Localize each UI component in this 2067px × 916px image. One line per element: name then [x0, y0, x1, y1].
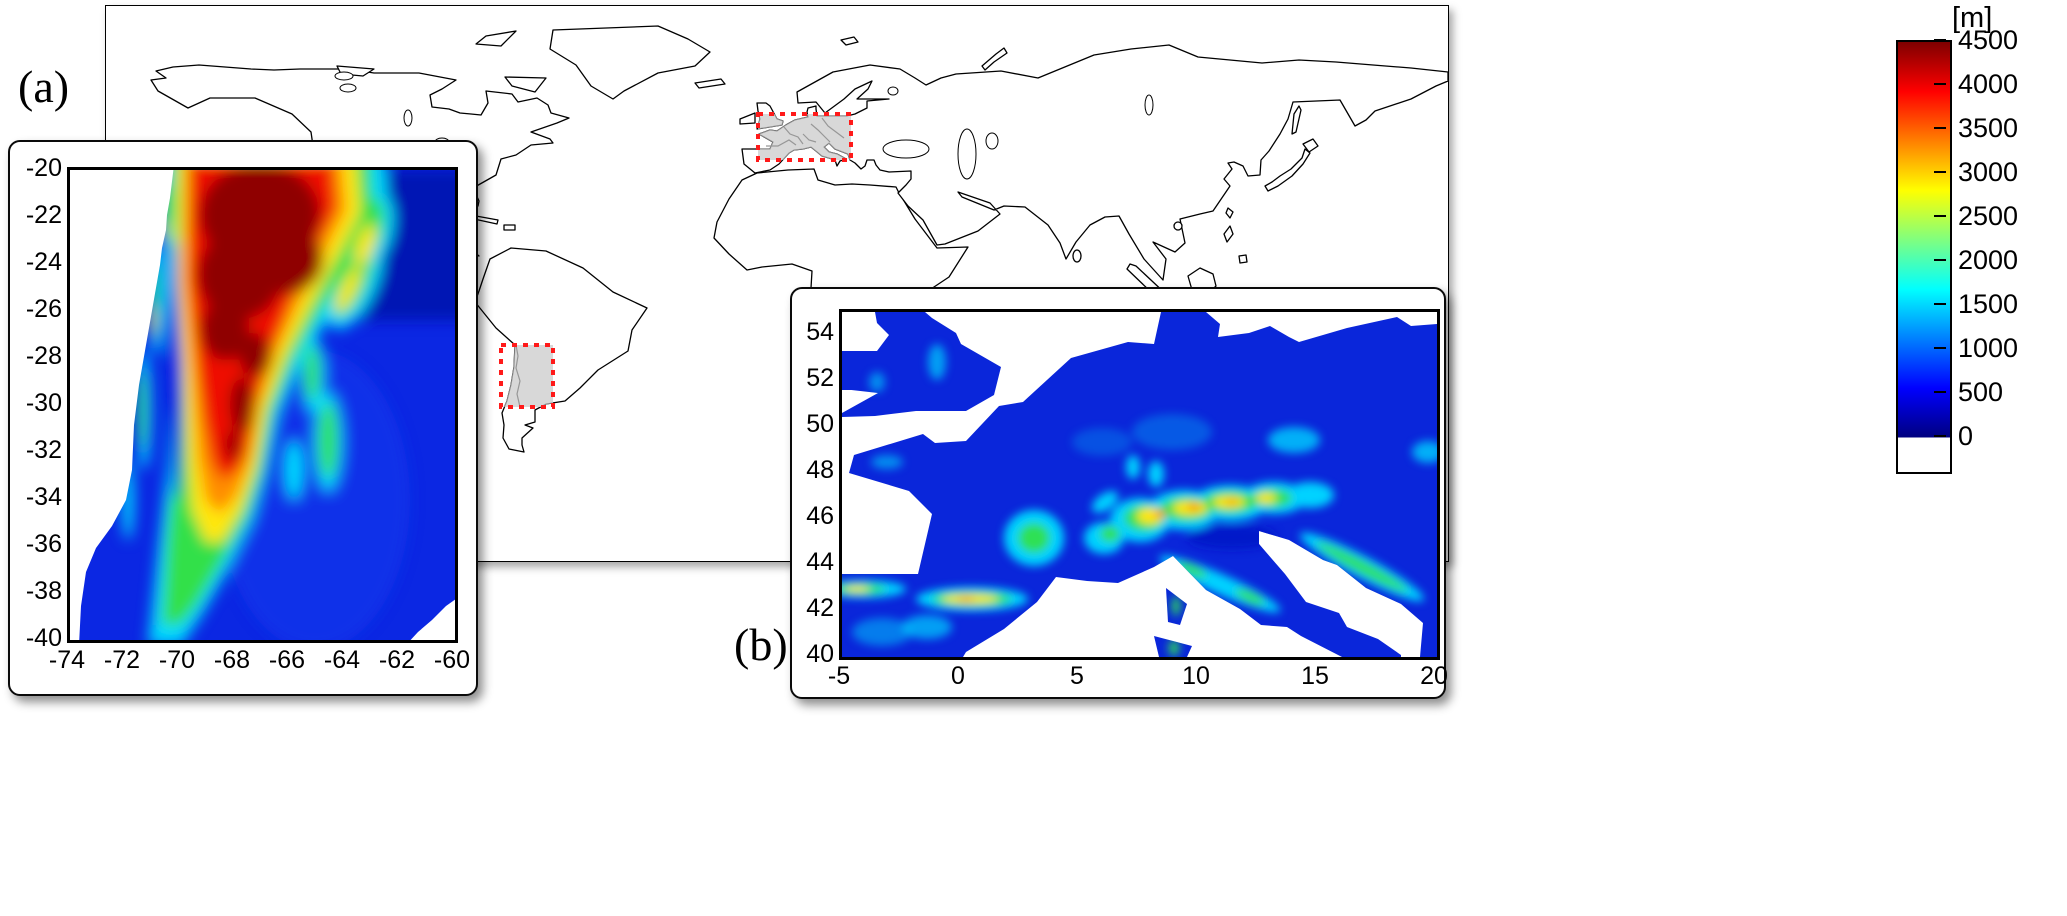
panel-b-x-tick: -5	[827, 662, 851, 690]
aral-sea	[985, 132, 999, 150]
ellesmere-island	[475, 30, 517, 47]
panel-b-map	[839, 309, 1440, 660]
lake-baikal	[1144, 94, 1154, 116]
panel-b-x-tick: 0	[951, 662, 965, 690]
panel-b-y-tick: 50	[806, 410, 834, 438]
colorbar-tick	[1934, 83, 1946, 85]
colorbar-tick	[1934, 259, 1946, 261]
colorbar-tick	[1934, 215, 1946, 217]
panel-a-x-tick: -62	[378, 646, 416, 674]
colorbar-tick	[1934, 303, 1946, 305]
panel-a-y-tick: -24	[25, 248, 62, 276]
panel-a-y-tick: -28	[25, 342, 62, 370]
panel-a-map	[67, 167, 458, 643]
andes-elevation-shading	[122, 170, 455, 640]
philippines-mindanao	[1238, 254, 1248, 264]
study-region-box-south-america	[499, 343, 555, 409]
ireland	[739, 112, 756, 125]
panel-b-x-tick: 10	[1182, 662, 1210, 690]
panel-a-x-tick: -64	[323, 646, 361, 674]
colorbar-tick	[1934, 127, 1946, 129]
colorbar-unit-label: [m]	[1952, 2, 1993, 34]
japan-hokkaido	[1302, 138, 1319, 153]
novaya-zemlya	[981, 47, 1008, 71]
greenland	[549, 25, 711, 100]
panel-a-y-tick: -20	[25, 154, 62, 182]
panel-a-y-tick: -26	[25, 295, 62, 323]
panel-a-x-tick: -60	[433, 646, 471, 674]
panel-b-y-tick: 48	[806, 456, 834, 484]
japan-honshu	[1264, 148, 1311, 192]
south-america-study-region-shading	[501, 345, 553, 407]
pacific-ocean	[70, 170, 174, 640]
colorbar-tick-label: 500	[1958, 377, 2004, 407]
colorbar-tick-label: 0	[1958, 421, 1974, 451]
panel-a-x-tick: -66	[268, 646, 306, 674]
panel-b-y-tick: 42	[806, 594, 834, 622]
philippines-luzon	[1223, 225, 1234, 243]
lake-winnipeg	[403, 109, 413, 127]
colorbar-gradient	[1896, 40, 1952, 474]
great-slave-lake	[339, 83, 357, 93]
panel-b-x-tick: 5	[1070, 662, 1084, 690]
colorbar-tick-label: 4500	[1958, 25, 2019, 55]
panel-a-y-tick: -36	[25, 530, 62, 558]
colorbar-tick-label: 2000	[1958, 245, 2019, 275]
panel-a-y-tick: -22	[25, 201, 62, 229]
colorbar-tick	[1934, 171, 1946, 173]
panel-a-topography-svg	[70, 170, 455, 640]
europe-study-region-shading	[758, 114, 851, 160]
great-bear-lake	[334, 71, 354, 81]
panel-b-y-tick: 46	[806, 502, 834, 530]
colorbar-tick	[1934, 347, 1946, 349]
panel-a-x-tick: -74	[48, 646, 86, 674]
panel-b-x-tick: 20	[1420, 662, 1448, 690]
panel-a-y-tick: -30	[25, 389, 62, 417]
sakhalin	[1291, 105, 1302, 135]
iceland	[694, 78, 726, 89]
colorbar-tick-label: 3000	[1958, 157, 2019, 187]
panel-a-x-tick: -70	[158, 646, 196, 674]
panel-a-label: (a)	[18, 61, 70, 112]
panel-b-label: (b)	[734, 619, 788, 670]
panel-b-y-tick: 44	[806, 548, 834, 576]
panel-a-y-tick: -40	[25, 624, 62, 652]
colorbar-tick-label: 3500	[1958, 113, 2019, 143]
panel-b-topography-svg	[842, 312, 1437, 657]
panel-a-y-tick: -32	[25, 436, 62, 464]
colorbar-tick	[1934, 391, 1946, 393]
colorbar-tick-label: 1500	[1958, 289, 2019, 319]
hainan	[1173, 221, 1183, 231]
lake-ladoga	[887, 86, 899, 96]
panel-b-y-tick: 54	[806, 318, 834, 346]
colorbar-tick-label: 4000	[1958, 69, 2019, 99]
panel-a-y-tick: -38	[25, 577, 62, 605]
alps-elevation-shading	[842, 344, 1437, 656]
sri-lanka	[1072, 249, 1082, 263]
atlantic-ocean-corner	[410, 599, 455, 640]
svalbard	[840, 36, 859, 46]
panel-b-x-tick: 15	[1301, 662, 1329, 690]
panel-b-y-tick: 40	[806, 640, 834, 668]
colorbar-tick	[1934, 39, 1946, 41]
panel-a-x-tick: -68	[213, 646, 251, 674]
taiwan	[1225, 207, 1234, 219]
colorbar-tick-label: 2500	[1958, 201, 2019, 231]
panel-a-y-tick: -34	[25, 483, 62, 511]
hispaniola	[503, 224, 516, 231]
black-sea	[882, 139, 930, 159]
caspian-sea	[957, 128, 977, 180]
inset-panel-a: -20 -22 -24 -26 -28 -30 -32 -34 -36 -38 …	[8, 140, 478, 696]
baffin-island	[504, 76, 547, 93]
colorbar-tick	[1934, 435, 1946, 437]
study-region-box-europe	[756, 112, 853, 162]
lakes-and-inland-seas	[334, 71, 1154, 180]
colorbar-tick-label: 1000	[1958, 333, 2019, 363]
panel-b-y-tick: 52	[806, 364, 834, 392]
inset-panel-b: 54 52 50 48 46 44 42 40	[790, 287, 1448, 699]
panel-a-x-tick: -72	[103, 646, 141, 674]
